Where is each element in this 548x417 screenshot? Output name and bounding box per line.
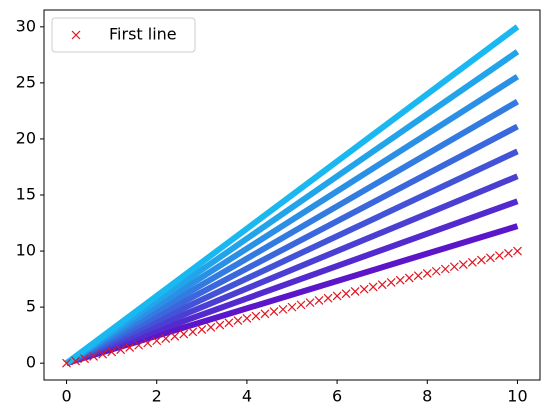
x-marker bbox=[368, 282, 378, 292]
y-tick-label: 5 bbox=[26, 297, 36, 316]
x-marker bbox=[62, 358, 71, 368]
x-marker bbox=[485, 253, 495, 263]
series-line bbox=[65, 173, 519, 366]
x-marker bbox=[350, 286, 360, 296]
legend-box bbox=[51, 17, 196, 53]
x-marker bbox=[215, 320, 225, 330]
x-marker bbox=[323, 293, 333, 303]
x-marker bbox=[116, 345, 126, 355]
x-marker bbox=[224, 318, 234, 328]
x-marker bbox=[107, 347, 117, 357]
x-marker bbox=[125, 343, 135, 352]
x-marker bbox=[71, 356, 80, 366]
x-marker bbox=[287, 302, 297, 312]
x-marker bbox=[143, 338, 153, 348]
x-marker bbox=[179, 329, 189, 339]
x-tick-label: 4 bbox=[242, 387, 252, 406]
x-marker bbox=[251, 311, 261, 321]
x-marker bbox=[269, 307, 279, 317]
series-line bbox=[64, 74, 520, 366]
x-marker bbox=[170, 331, 180, 341]
x-marker bbox=[513, 246, 522, 256]
y-tick-label: 25 bbox=[16, 72, 36, 91]
x-marker bbox=[296, 300, 306, 310]
x-marker bbox=[494, 251, 504, 260]
y-tick-label: 0 bbox=[26, 353, 36, 372]
series-line bbox=[65, 148, 519, 366]
series-line bbox=[64, 49, 520, 366]
x-marker bbox=[431, 266, 441, 276]
series-line bbox=[65, 223, 519, 367]
x-marker bbox=[134, 340, 144, 350]
legend-label: First line bbox=[109, 25, 177, 44]
x-tick-label: 0 bbox=[61, 387, 71, 406]
y-tick-label: 15 bbox=[16, 185, 36, 204]
x-tick-label: 8 bbox=[422, 387, 432, 406]
x-marker bbox=[476, 255, 486, 265]
series-line bbox=[65, 198, 519, 367]
x-marker bbox=[332, 291, 342, 301]
x-marker bbox=[161, 334, 171, 343]
x-marker bbox=[422, 269, 432, 278]
legend-marker bbox=[71, 30, 81, 40]
x-marker bbox=[458, 260, 468, 269]
y-tick-label: 30 bbox=[16, 16, 36, 35]
x-marker bbox=[467, 257, 477, 267]
x-marker bbox=[404, 273, 414, 283]
x-marker bbox=[395, 275, 405, 285]
x-marker bbox=[449, 262, 459, 272]
x-marker bbox=[341, 289, 351, 299]
x-marker bbox=[413, 271, 423, 281]
x-marker bbox=[89, 352, 99, 361]
x-marker bbox=[206, 322, 216, 332]
x-marker bbox=[98, 349, 108, 359]
x-marker bbox=[197, 325, 207, 334]
x-marker bbox=[305, 298, 315, 308]
x-marker bbox=[260, 309, 270, 319]
x-marker bbox=[278, 304, 288, 314]
x-marker bbox=[440, 264, 450, 274]
x-marker bbox=[314, 295, 324, 305]
plot-area bbox=[62, 24, 522, 368]
series-line bbox=[65, 99, 519, 366]
y-tick-label: 20 bbox=[16, 128, 36, 147]
series-line bbox=[64, 24, 520, 366]
x-marker bbox=[359, 284, 369, 294]
x-marker bbox=[386, 278, 396, 287]
x-tick-label: 6 bbox=[332, 387, 342, 406]
x-marker bbox=[152, 336, 162, 346]
x-marker bbox=[242, 313, 252, 323]
x-marker bbox=[504, 248, 513, 258]
x-tick-label: 10 bbox=[507, 387, 527, 406]
x-marker bbox=[188, 327, 198, 337]
x-marker bbox=[377, 280, 387, 290]
x-tick-label: 2 bbox=[152, 387, 162, 406]
y-tick-label: 10 bbox=[16, 241, 36, 260]
x-marker bbox=[233, 316, 243, 326]
x-marker bbox=[80, 354, 90, 364]
series-line bbox=[65, 123, 519, 366]
